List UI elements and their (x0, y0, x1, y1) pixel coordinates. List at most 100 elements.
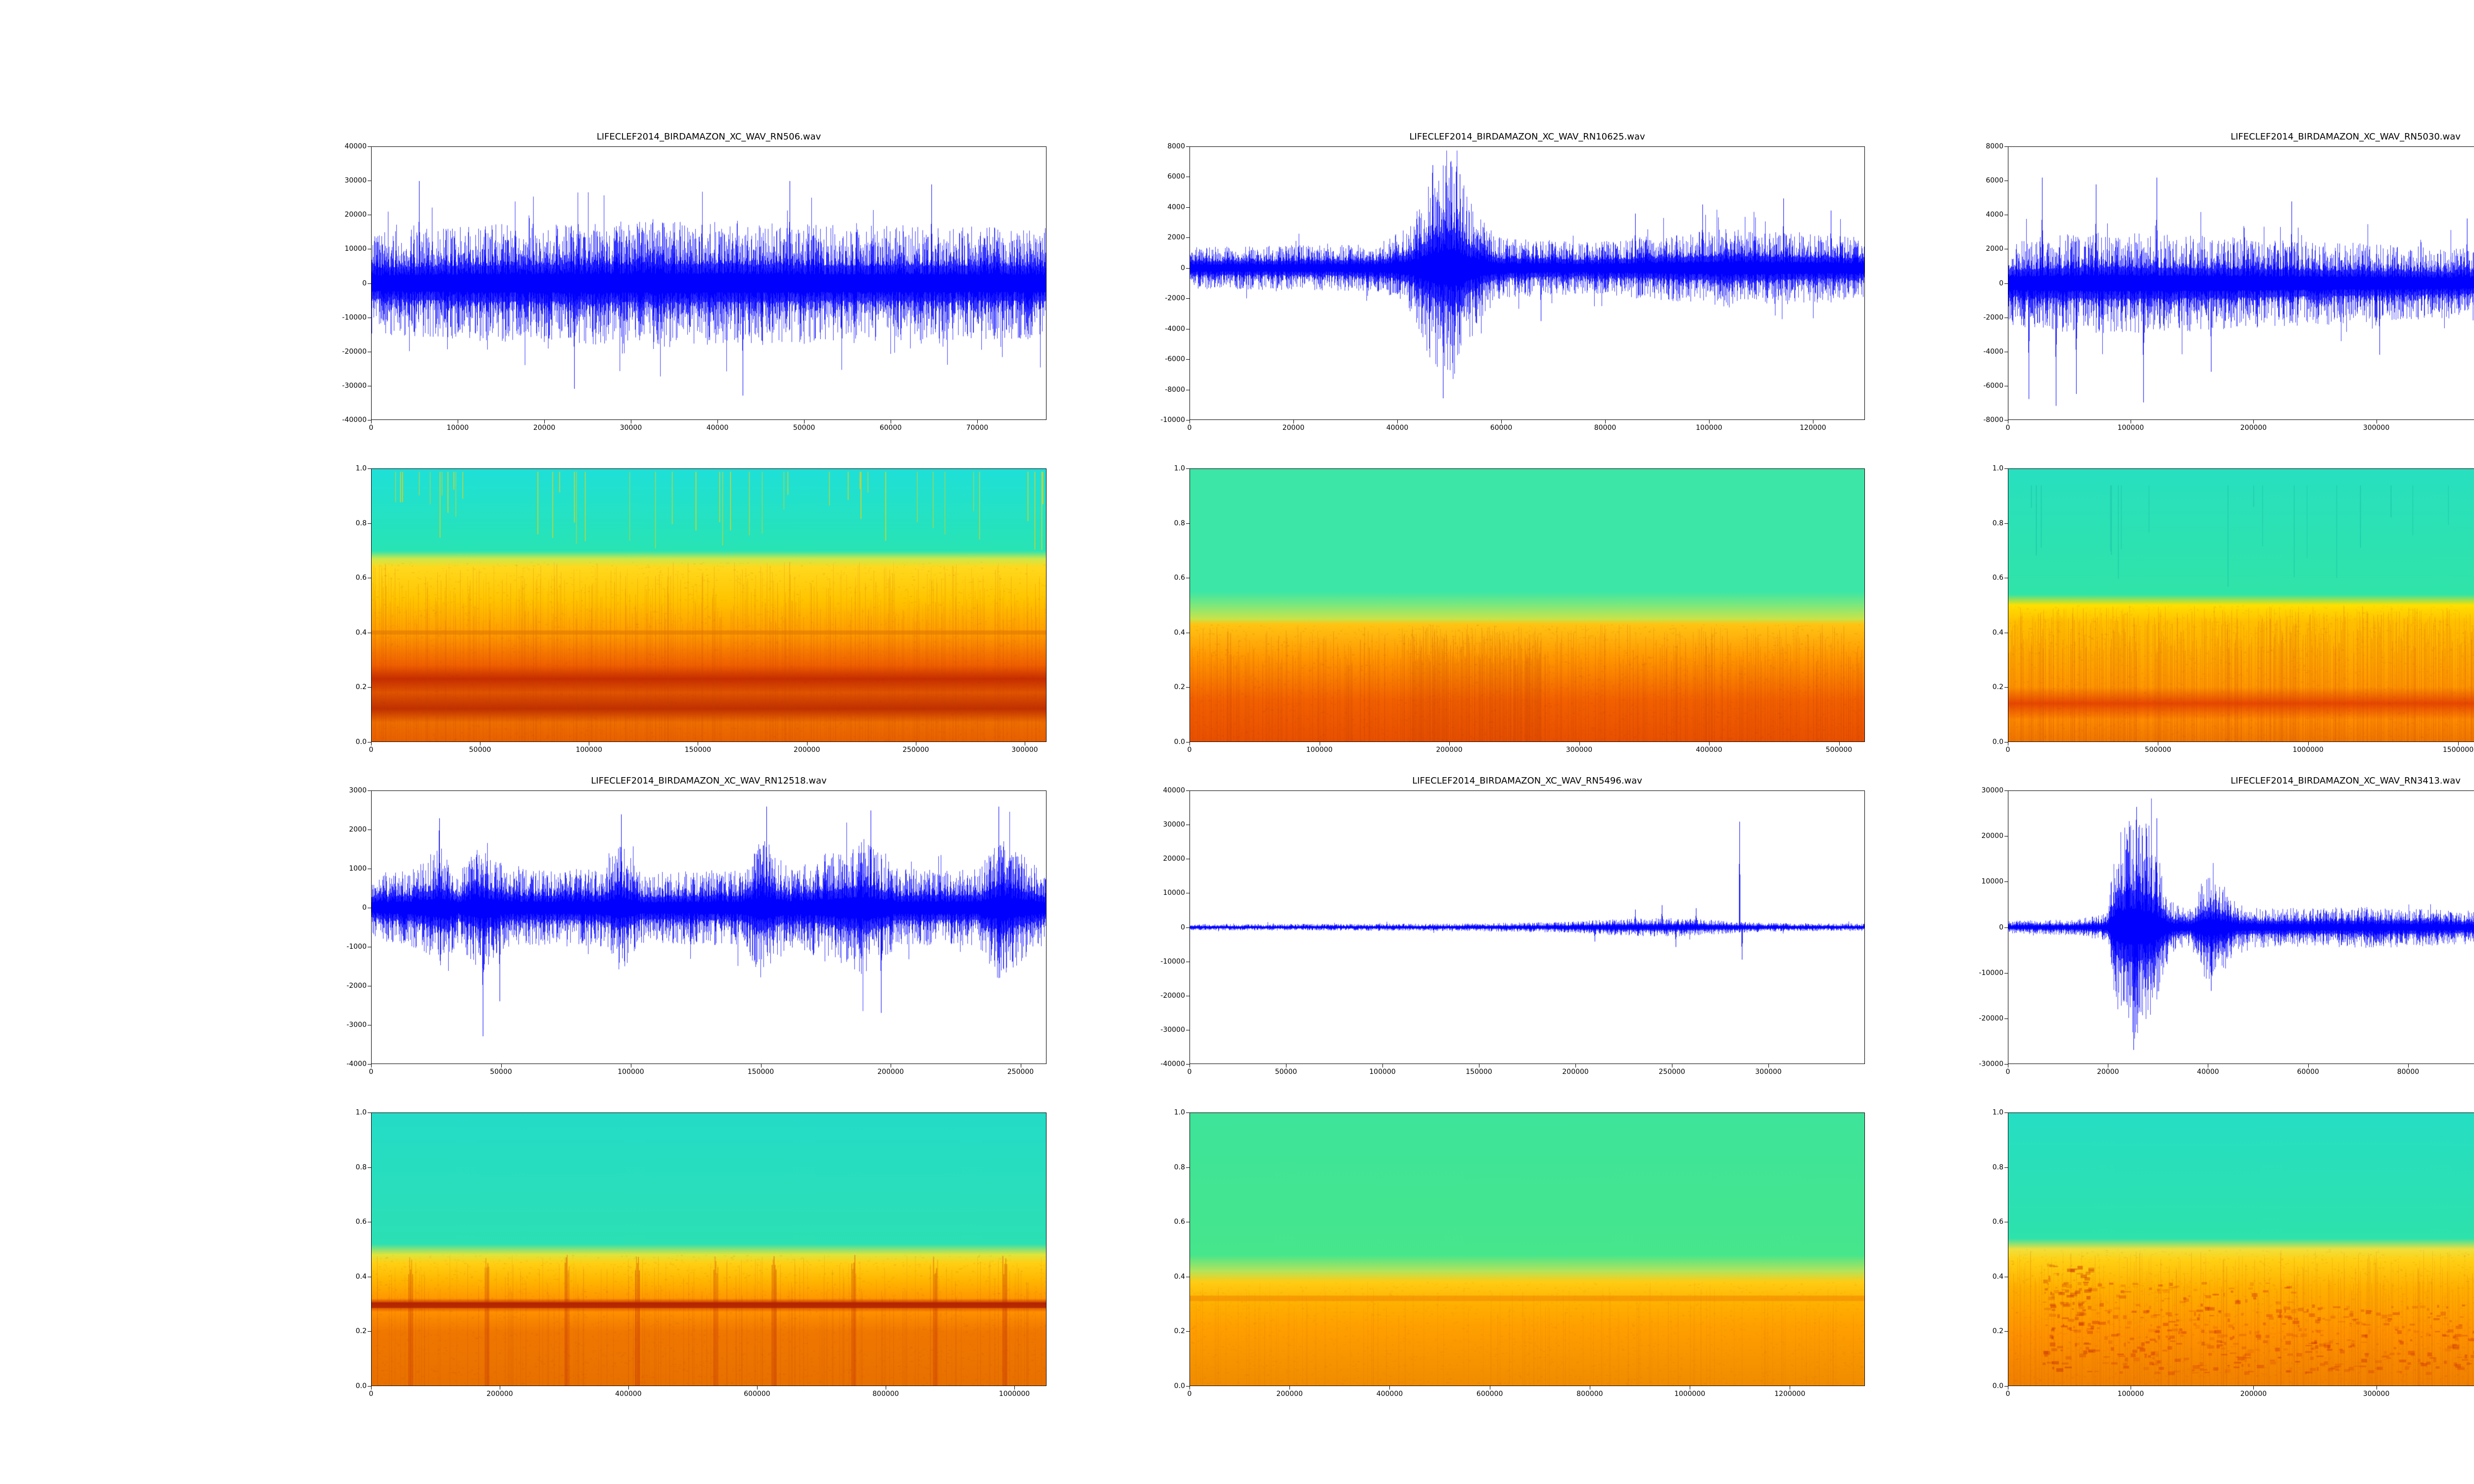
y-tick-label: -8000 (1983, 416, 2003, 424)
y-tick-label: 0 (362, 904, 367, 912)
y-tick-label: -6000 (1983, 381, 2003, 390)
y-tick-label: 2000 (1986, 245, 2003, 253)
x-tick-label: 300000 (2363, 424, 2390, 432)
y-tick-mark (368, 283, 371, 284)
y-tick-label: 30000 (344, 177, 367, 185)
y-tick-label: 40000 (344, 142, 367, 150)
y-tick-label: -30000 (1160, 1025, 1185, 1034)
y-tick-mark (368, 1167, 371, 1168)
x-tick-mark (757, 1386, 758, 1390)
y-tick-label: -2000 (346, 982, 367, 990)
y-tick-mark (2004, 1064, 2008, 1065)
y-tick-label: 0.8 (355, 519, 367, 527)
x-tick-label: 100000 (1369, 1068, 1396, 1076)
y-tick-mark (1186, 1331, 1189, 1332)
y-tick-mark (2004, 468, 2008, 469)
y-tick-label: -1000 (346, 943, 367, 951)
x-tick-label: 150000 (684, 746, 712, 754)
x-tick-label: 0 (1187, 424, 1192, 432)
subplot-waveform-rn3413: LIFECLEF2014_BIRDAMAZON_XC_WAV_RN3413.wa… (1979, 776, 2474, 1076)
x-tick-label: 40000 (2197, 1068, 2219, 1076)
subplot-waveform-rn10625: LIFECLEF2014_BIRDAMAZON_XC_WAV_RN10625.w… (1160, 132, 1865, 432)
x-tick-label: 0 (369, 1390, 374, 1398)
y-tick-mark (1186, 790, 1189, 791)
axes-frame (1189, 790, 1865, 1064)
waveform-canvas (1190, 147, 1864, 419)
x-tick-label: 1000000 (2292, 746, 2324, 754)
x-tick-label: 1000000 (1674, 1390, 1706, 1398)
x-tick-label: 50000 (1275, 1068, 1297, 1076)
y-tick-label: -2000 (1165, 294, 1185, 303)
x-tick-mark (1382, 1064, 1383, 1067)
x-tick-mark (1189, 742, 1190, 745)
y-tick-label: 0.8 (1992, 519, 2003, 527)
y-tick-label: 0 (1181, 264, 1185, 272)
y-tick-mark (368, 523, 371, 524)
y-tick-label: 0.4 (1992, 628, 2003, 637)
plot-title: LIFECLEF2014_BIRDAMAZON_XC_WAV_RN3413.wa… (2231, 776, 2461, 786)
x-tick-label: 80000 (1594, 424, 1617, 432)
y-tick-mark (2004, 1331, 2008, 1332)
subplot-spectrogram-3: 05000001000000150000020000001.00.80.60.4… (1993, 464, 2474, 754)
x-tick-label: 300000 (1755, 1068, 1782, 1076)
x-tick-mark (717, 420, 718, 423)
y-tick-label: 1.0 (1174, 464, 1185, 472)
x-tick-mark (544, 420, 545, 423)
y-tick-label: 0 (1181, 923, 1185, 931)
y-tick-mark (1186, 298, 1189, 299)
x-tick-mark (1709, 742, 1710, 745)
spectrogram-canvas (2008, 1113, 2474, 1386)
x-tick-mark (371, 420, 372, 423)
y-tick-label: 0.4 (355, 1272, 367, 1281)
x-tick-mark (371, 1386, 372, 1390)
y-tick-label: 0.6 (1992, 574, 2003, 582)
x-tick-label: 500000 (2144, 746, 2172, 754)
x-tick-label: 250000 (1659, 1068, 1685, 1076)
x-tick-label: 200000 (793, 746, 820, 754)
axes-frame (371, 790, 1047, 1064)
x-tick-label: 600000 (744, 1390, 770, 1398)
x-tick-label: 60000 (879, 424, 902, 432)
x-tick-mark (1501, 420, 1502, 423)
y-tick-label: 1.0 (1992, 464, 2003, 472)
y-tick-label: 20000 (1981, 832, 2003, 840)
y-tick-label: 0.4 (1992, 1272, 2003, 1281)
waveform-canvas (2008, 147, 2474, 419)
y-tick-label: 1000 (349, 865, 367, 873)
x-tick-mark (371, 742, 372, 745)
x-tick-label: 100000 (2117, 1390, 2144, 1398)
y-tick-label: 0.4 (1174, 628, 1185, 637)
y-tick-label: 0.2 (1174, 1327, 1185, 1336)
y-tick-label: 10000 (344, 245, 367, 253)
y-tick-mark (1186, 146, 1189, 147)
x-tick-label: 100000 (618, 1068, 644, 1076)
axes-frame (2008, 1113, 2474, 1386)
y-tick-mark (1186, 468, 1189, 469)
y-tick-label: 0 (1999, 923, 2003, 931)
x-tick-label: 1200000 (1774, 1390, 1806, 1398)
y-tick-label: -10000 (342, 313, 367, 322)
spectrogram-canvas (372, 469, 1046, 742)
x-tick-label: 150000 (1466, 1068, 1492, 1076)
y-tick-label: -10000 (1160, 957, 1185, 966)
y-tick-mark (2004, 973, 2008, 974)
y-tick-label: 0.0 (1174, 1382, 1185, 1390)
y-tick-label: 0 (362, 279, 367, 287)
subplot-spectrogram-2: 0 100000 200000 300000 400000 500000 1.0 0.8 0.6… (1174, 464, 1865, 754)
x-tick-mark (1389, 1386, 1390, 1390)
y-tick-mark (368, 790, 371, 791)
x-tick-mark (1014, 1386, 1015, 1390)
x-tick-label: 200000 (1436, 746, 1463, 754)
x-tick-label: 20000 (533, 424, 556, 432)
y-tick-mark (1186, 1167, 1189, 1168)
y-tick-label: 0.8 (1174, 1163, 1185, 1171)
x-tick-mark (2308, 1064, 2309, 1067)
x-tick-label: 0 (2005, 746, 2010, 754)
y-tick-label: 10000 (1981, 878, 2003, 886)
x-tick-label: 600000 (1476, 1390, 1503, 1398)
x-tick-mark (1449, 742, 1450, 745)
y-tick-label: 20000 (344, 211, 367, 219)
x-tick-label: 40000 (706, 424, 729, 432)
x-tick-label: 400000 (1376, 1390, 1403, 1398)
y-tick-label: 1.0 (355, 1109, 367, 1116)
